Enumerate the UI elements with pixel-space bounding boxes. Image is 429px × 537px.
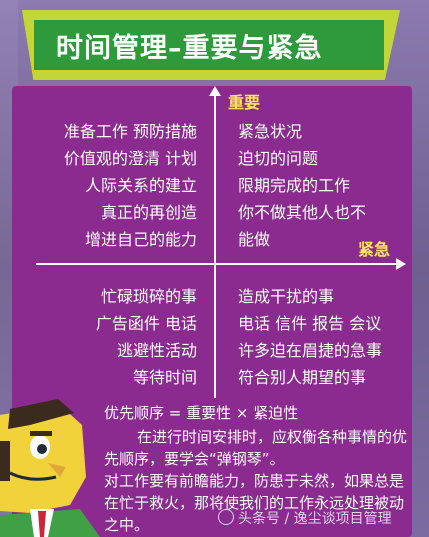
horizontal-axis-arrow-icon <box>396 258 406 270</box>
list-item: 你不做其他人也不 <box>238 203 367 222</box>
axis-label-urgent: 紧急 <box>358 240 391 259</box>
list-item: 迫切的问题 <box>238 149 319 168</box>
headset-character-icon <box>0 399 100 537</box>
list-item: 真正的再创造 <box>100 203 197 222</box>
explanation-text: 优先顺序 = 重要性 × 紧迫性 在进行时间安排时，应权衡各种事情的优先顺序，要… <box>104 402 409 536</box>
quadrant-important-urgent: 紧急状况 迫切的问题 限期完成的工作 你不做其他人也不 能做 <box>238 118 366 253</box>
list-item: 造成干扰的事 <box>238 287 335 306</box>
quadrant-not-important-not-urgent: 忙碌琐碎的事 广告函件 电话 逃避性活动 等待时间 <box>96 283 197 391</box>
toutiao-logo-icon <box>218 509 234 525</box>
list-item: 许多迫在眉捷的急事 <box>238 341 383 360</box>
list-item: 能做 <box>238 230 271 249</box>
paragraph: 在进行时间安排时，应权衡各种事情的优先顺序，要学会“弹钢琴”。 <box>104 428 408 468</box>
paragraph: 对工作要有前瞻能力，防患于未然，如果总是在忙于救火，那将使我们的工作永远处理被动… <box>104 472 405 534</box>
horizontal-axis <box>36 263 398 265</box>
list-item: 限期完成的工作 <box>238 176 351 195</box>
list-item: 广告函件 电话 <box>95 314 197 333</box>
list-item: 电话 信件 报告 会议 <box>238 314 382 333</box>
list-item: 价值观的澄清 计划 <box>63 149 197 168</box>
page-title: 时间管理–重要与紧急 <box>56 32 323 64</box>
list-item: 等待时间 <box>132 368 197 387</box>
watermark-text: 头条号 / 逸尘谈项目管理 <box>238 511 392 527</box>
watermark: 头条号 / 逸尘谈项目管理 <box>218 508 392 528</box>
list-item: 忙碌琐碎的事 <box>100 287 197 306</box>
vertical-axis-arrow-icon <box>209 86 221 96</box>
vertical-axis <box>214 92 216 398</box>
list-item: 增进自己的能力 <box>84 230 197 249</box>
priority-formula: 优先顺序 = 重要性 × 紧迫性 <box>104 404 299 422</box>
list-item: 人际关系的建立 <box>84 176 197 195</box>
axis-label-important: 重要 <box>228 93 261 112</box>
list-item: 符合别人期望的事 <box>238 368 367 387</box>
list-item: 紧急状况 <box>238 122 303 141</box>
title-bar: 时间管理–重要与紧急 <box>34 20 384 70</box>
list-item: 逃避性活动 <box>116 341 197 360</box>
quadrant-important-not-urgent: 准备工作 预防措施 价值观的澄清 计划 人际关系的建立 真正的再创造 增进自己的… <box>64 118 197 253</box>
list-item: 准备工作 预防措施 <box>63 122 197 141</box>
quadrant-not-important-urgent: 造成干扰的事 电话 信件 报告 会议 许多迫在眉捷的急事 符合别人期望的事 <box>238 283 382 391</box>
